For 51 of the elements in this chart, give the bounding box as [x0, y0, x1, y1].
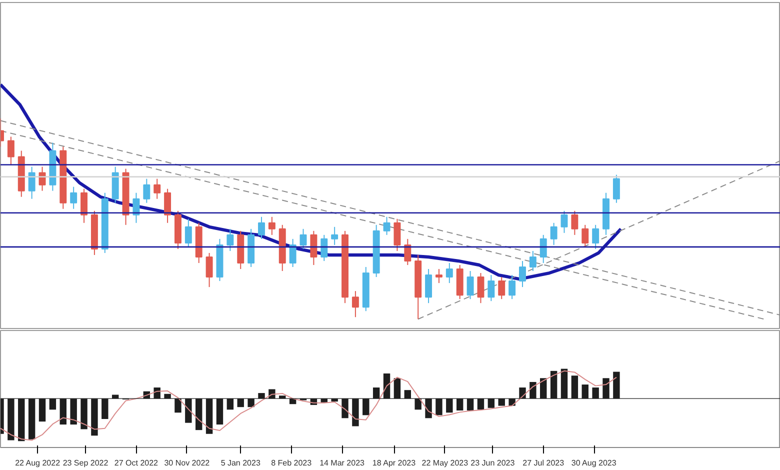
- candlestick: [550, 222, 558, 246]
- candlestick: [529, 250, 536, 272]
- candlestick: [404, 238, 412, 266]
- candlestick: [488, 274, 495, 302]
- candlestick: [383, 216, 390, 236]
- x-tick-label: 27 Jul 2023: [522, 458, 565, 468]
- candlestick: [477, 272, 484, 304]
- x-tick-label: 23 Sep 2022: [62, 458, 109, 468]
- candlestick: [300, 228, 307, 250]
- candlestick: [394, 218, 401, 252]
- candlestick: [206, 252, 213, 288]
- candlestick: [184, 218, 192, 248]
- x-tick-label: 5 Jan 2023: [220, 458, 261, 468]
- candlestick: [446, 262, 453, 284]
- candlestick: [28, 166, 36, 200]
- candlestick: [519, 260, 526, 288]
- candlestick: [80, 188, 88, 224]
- candlestick: [592, 224, 600, 250]
- candlestick: [582, 224, 589, 248]
- candlestick: [143, 178, 150, 204]
- candlestick: [466, 270, 474, 300]
- candlestick: [310, 230, 318, 266]
- candlestick: [560, 210, 568, 234]
- x-tick-label: 30 Aug 2023: [571, 458, 617, 468]
- candlestick: [498, 276, 506, 300]
- candlestick: [132, 192, 140, 224]
- candlestick: [331, 226, 338, 246]
- candlestick: [571, 210, 578, 236]
- candlestick: [268, 216, 276, 236]
- candlestick: [508, 274, 516, 300]
- candlestick: [540, 234, 547, 264]
- candlestick: [164, 188, 172, 224]
- x-tick-label: 23 Jun 2023: [470, 458, 516, 468]
- x-tick-label: 27 Oct 2022: [114, 458, 159, 468]
- x-tick-label: 14 Mar 2023: [320, 458, 366, 468]
- x-tick-label: 8 Feb 2023: [271, 458, 312, 468]
- candlestick: [352, 290, 359, 318]
- candlestick: [289, 238, 296, 268]
- candlestick: [435, 268, 442, 284]
- candlestick: [7, 136, 14, 166]
- x-tick-label: 18 Apr 2023: [372, 458, 416, 468]
- candlestick: [226, 228, 234, 252]
- candlestick: [154, 178, 161, 200]
- x-tick-label: 30 Nov 2022: [164, 458, 210, 468]
- x-tick-label: 22 May 2023: [422, 458, 469, 468]
- x-tick-label: 22 Aug 2022: [15, 458, 61, 468]
- candlestick: [425, 268, 432, 304]
- candlestick: [320, 234, 328, 262]
- candlestick: [258, 216, 265, 240]
- candlestick: [612, 174, 620, 204]
- candlestick: [70, 186, 78, 210]
